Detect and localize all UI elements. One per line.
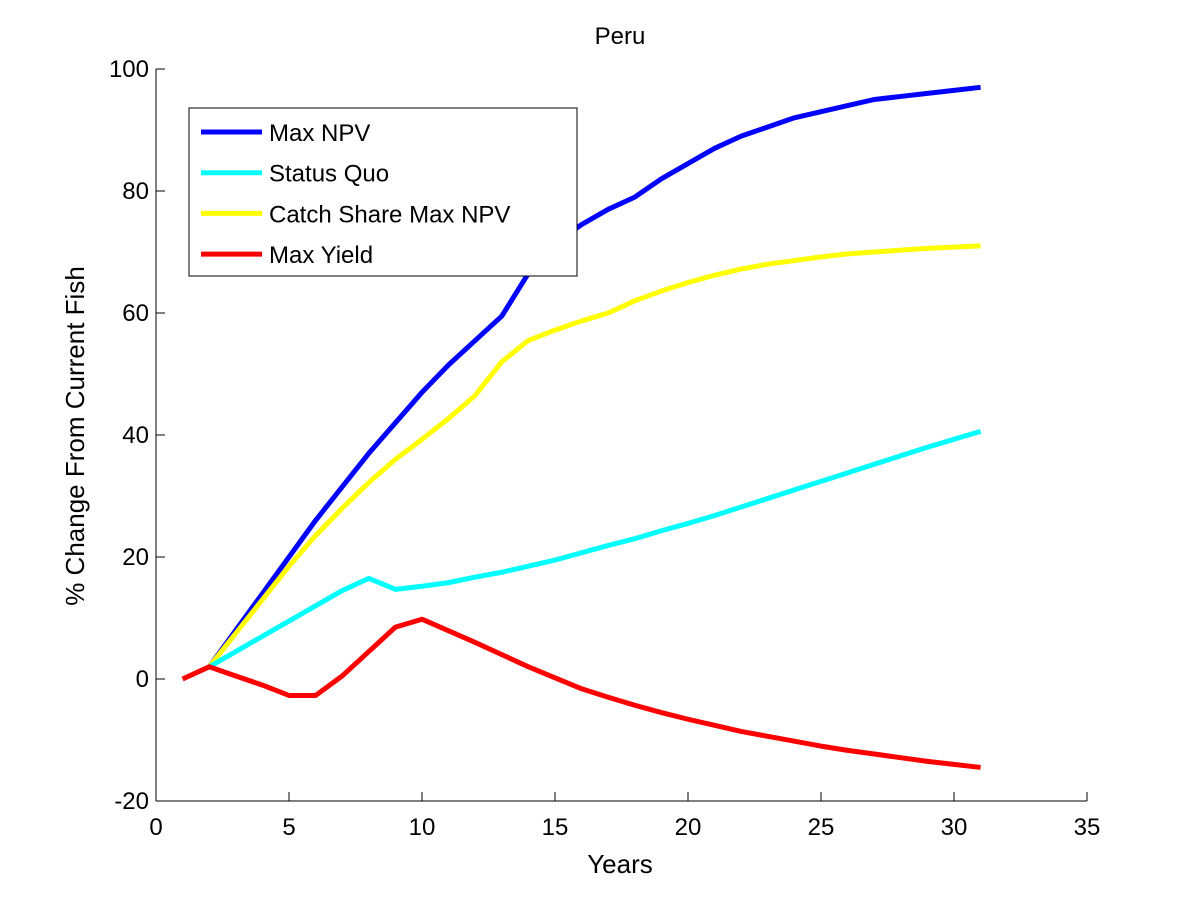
y-tick-label: 40 — [122, 422, 149, 449]
legend-label: Catch Share Max NPV — [269, 201, 510, 228]
y-tick-label: 60 — [122, 300, 149, 327]
legend-label: Max NPV — [269, 120, 370, 147]
legend-box — [188, 107, 578, 277]
x-tick-label: 25 — [808, 814, 835, 841]
legend: Max NPV Status Quo Catch Share Max NPV Max … — [188, 107, 578, 277]
y-axis-label: % Change From Current Fish — [60, 266, 90, 606]
series-line-max-yield — [181, 616, 981, 770]
x-axis-label: Years — [587, 849, 653, 879]
series-line-status-quo — [207, 428, 982, 669]
x-tick-label: 0 — [149, 814, 162, 841]
legend-label: Max Yield — [269, 242, 373, 269]
x-tick-label: 35 — [1074, 814, 1101, 841]
chart-title: Peru — [595, 23, 646, 50]
legend-label: Status Quo — [269, 161, 389, 188]
x-tick-label: 10 — [409, 814, 436, 841]
y-tick-label: 20 — [122, 544, 149, 571]
x-tick-label: 30 — [941, 814, 968, 841]
x-tick-label: 15 — [542, 814, 569, 841]
y-tick-label: 100 — [109, 56, 149, 83]
series-line-catch-share-max-npv — [207, 243, 981, 669]
y-tick-label: -20 — [114, 788, 149, 815]
x-tick-label: 5 — [282, 814, 295, 841]
y-tick-label: 80 — [122, 178, 149, 205]
x-tick-label: 20 — [675, 814, 702, 841]
series-line-max-npv — [207, 84, 981, 669]
y-tick-label: 0 — [136, 666, 149, 693]
